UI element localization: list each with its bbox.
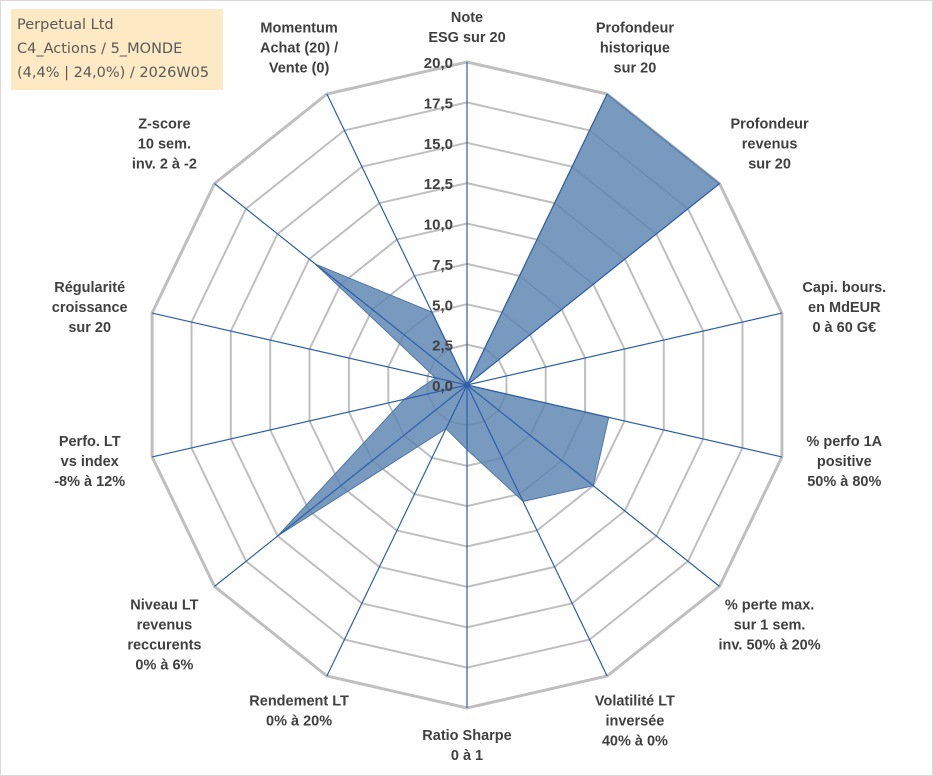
axis-label-2-line-1: revenus (742, 137, 798, 153)
axis-label-10-line-2: -8% à 12% (54, 474, 125, 490)
axis-label-9-line-1: revenus (137, 617, 193, 633)
axis-label-0-line-1: ESG sur 20 (428, 30, 505, 46)
axis-spoke-9 (214, 384, 468, 587)
axis-label-1-line-2: sur 20 (614, 60, 657, 76)
axis-spoke-8 (326, 384, 468, 677)
axis-label-9-line-3: 0% à 6% (135, 657, 193, 673)
axis-label-8-line-0: Rendement LT (249, 694, 349, 710)
axis-label-7-line-0: Ratio Sharpe (422, 728, 511, 744)
radar-series (277, 93, 721, 537)
axis-label-11-line-2: sur 20 (68, 320, 111, 336)
axis-label-1-line-0: Profondeur (596, 20, 674, 36)
axis-spoke-3 (466, 312, 783, 386)
tick-label-3: 7,5 (432, 257, 453, 274)
tick-label-0: 0,0 (432, 378, 453, 395)
axis-label-12-line-2: inv. 2 à -2 (132, 157, 197, 173)
axis-label-8: Rendement LT 0% à 20% (249, 694, 349, 730)
series-area (277, 93, 721, 537)
axis-label-11-line-0: Régularité (54, 280, 125, 296)
axis-label-5-line-2: inv. 50% à 20% (719, 637, 821, 653)
tick-label-1: 2,5 (432, 338, 453, 355)
axis-label-10-line-1: vs index (61, 454, 119, 470)
axis-label-2-line-2: sur 20 (748, 157, 791, 173)
axis-label-10: Perfo. LT vs index -8% à 12% (54, 434, 125, 490)
tick-label-5: 12,5 (424, 176, 453, 193)
axis-label-10-line-0: Perfo. LT (59, 434, 121, 450)
axis-label-11-line-1: croissance (52, 300, 128, 316)
axis-spoke-12 (214, 183, 468, 386)
axis-label-12-line-1: 10 sem. (138, 137, 191, 153)
info-company-name: Perpetual Ltd (17, 17, 114, 33)
axis-label-1-line-1: historique (600, 40, 670, 56)
tick-label-4: 10,0 (424, 217, 453, 234)
axis-label-1: Profondeur historique sur 20 (596, 20, 674, 76)
axis-label-13: Momentum Achat (20) / Vente (0) (260, 20, 338, 76)
axis-label-6-line-0: Volatilité LT (595, 694, 675, 710)
axis-label-6-line-2: 40% à 0% (602, 734, 668, 750)
info-box: Perpetual Ltd C4_Actions / 5_MONDE (4,4%… (11, 9, 223, 90)
axis-label-9: Niveau LT revenus reccurents 0% à 6% (127, 597, 201, 673)
axis-label-12: Z-score 10 sem. inv. 2 à -2 (132, 117, 197, 173)
tick-label-8: 20,0 (424, 55, 453, 72)
radar-axis-labels: Note ESG sur 20 Profondeur historique sur 20… (52, 10, 886, 764)
axis-label-4-line-0: % perfo 1A (806, 434, 882, 450)
axis-label-7-line-1: 0 à 1 (451, 748, 483, 764)
axis-label-5-line-0: % perte max. (725, 597, 814, 613)
axis-label-13-line-1: Achat (20) / (260, 40, 338, 56)
axis-label-12-line-0: Z-score (138, 117, 190, 133)
axis-label-4-line-1: positive (817, 454, 872, 470)
axis-label-11: Régularité croissance sur 20 (52, 280, 128, 336)
info-category: C4_Actions / 5_MONDE (17, 41, 183, 57)
axis-label-8-line-1: 0% à 20% (266, 714, 332, 730)
axis-label-13-line-2: Vente (0) (269, 60, 330, 76)
axis-spoke-4 (466, 384, 783, 458)
axis-label-4-line-2: 50% à 80% (807, 474, 881, 490)
axis-label-9-line-0: Niveau LT (130, 597, 198, 613)
axis-spoke-6 (466, 384, 608, 677)
axis-label-2: Profondeur revenus sur 20 (731, 117, 809, 173)
axis-label-5: % perte max. sur 1 sem. inv. 50% à 20% (719, 597, 821, 653)
info-stats: (4,4% | 24,0%) / 2026W05 (17, 65, 210, 81)
axis-spoke-11 (151, 312, 468, 386)
axis-spoke-2 (466, 183, 720, 386)
tick-label-6: 15,0 (424, 136, 453, 153)
axis-label-3-line-0: Capi. bours. (802, 280, 886, 296)
axis-label-3-line-1: en MdEUR (808, 300, 881, 316)
axis-label-0-line-0: Note (451, 10, 483, 26)
axis-label-4: % perfo 1A positive 50% à 80% (806, 434, 882, 490)
axis-label-13-line-0: Momentum (260, 20, 337, 36)
axis-label-9-line-2: reccurents (127, 637, 201, 653)
axis-label-6: Volatilité LT inversée 40% à 0% (595, 694, 675, 750)
axis-spoke-13 (326, 93, 468, 386)
axis-label-0: Note ESG sur 20 (428, 10, 505, 46)
axis-label-2-line-0: Profondeur (731, 117, 809, 133)
tick-label-2: 5,0 (432, 297, 453, 314)
axis-label-6-line-1: inversée (605, 714, 664, 730)
axis-label-3: Capi. bours. en MdEUR 0 à 60 G€ (802, 280, 886, 336)
axis-label-7: Ratio Sharpe 0 à 1 (422, 728, 511, 764)
tick-label-7: 17,5 (424, 95, 453, 112)
axis-label-5-line-1: sur 1 sem. (734, 617, 806, 633)
axis-spoke-1 (466, 93, 608, 386)
axis-spoke-10 (151, 384, 468, 458)
axis-label-3-line-2: 0 à 60 G€ (812, 320, 876, 336)
axis-spoke-5 (466, 384, 720, 587)
radar-axes (151, 62, 783, 708)
radar-tick-labels: 0,0 2,5 5,0 7,5 10,0 12,5 15,0 17,5 20,0 (424, 55, 453, 395)
